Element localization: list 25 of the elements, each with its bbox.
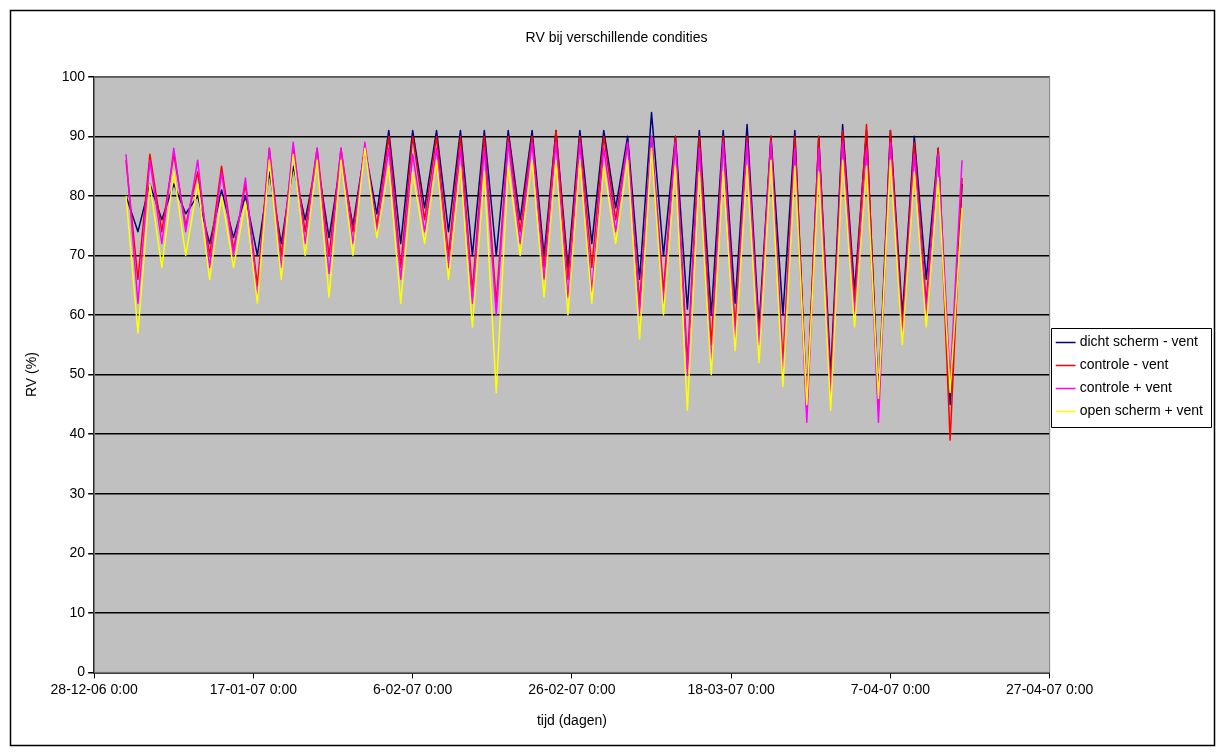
y-tick-label: 80: [69, 186, 86, 203]
x-axis-title: tijd (dagen): [536, 712, 607, 729]
y-tick-label: 70: [69, 246, 86, 263]
y-tick-label: 100: [61, 67, 86, 84]
y-tick-label: 90: [69, 127, 86, 144]
y-tick-label: 60: [69, 305, 86, 322]
x-tick-label: 26-02-07 0:00: [528, 680, 616, 697]
y-tick-label: 50: [69, 365, 86, 382]
y-tick-label: 10: [69, 603, 86, 620]
x-tick-label: 28-12-06 0:00: [50, 680, 138, 697]
y-tick-label: 30: [69, 484, 86, 501]
x-tick-label: 7-04-07 0:00: [850, 680, 931, 697]
x-tick-label: 18-03-07 0:00: [687, 680, 775, 697]
legend-label: dicht scherm - vent: [1079, 333, 1199, 350]
x-tick-label: 6-02-07 0:00: [372, 680, 453, 697]
y-axis-title: RV (%): [23, 352, 40, 398]
y-tick-label: 0: [77, 663, 86, 680]
x-tick-label: 27-04-07 0:00: [1006, 680, 1094, 697]
y-tick-label: 20: [69, 544, 86, 561]
legend-label: controle + vent: [1079, 379, 1172, 396]
x-tick-label: 17-01-07 0:00: [209, 680, 298, 697]
legend-label: open scherm + vent: [1079, 402, 1204, 419]
legend-label: controle - vent: [1079, 356, 1169, 373]
chart-title: RV bij verschillende condities: [525, 29, 708, 46]
y-tick-label: 40: [69, 425, 86, 442]
